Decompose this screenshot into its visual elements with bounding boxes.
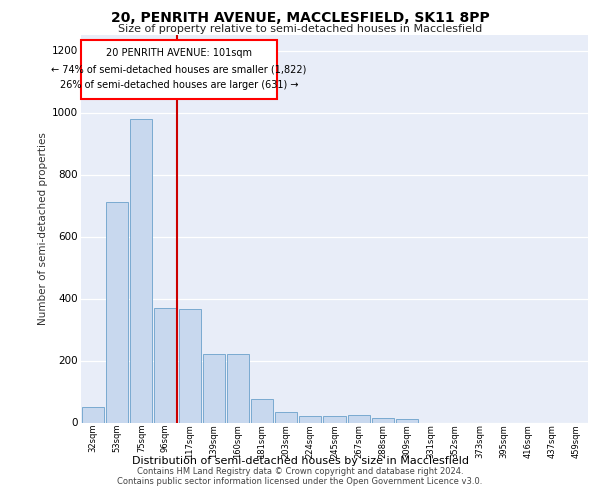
Text: Distribution of semi-detached houses by size in Macclesfield: Distribution of semi-detached houses by … [131,456,469,466]
Text: 20, PENRITH AVENUE, MACCLESFIELD, SK11 8PP: 20, PENRITH AVENUE, MACCLESFIELD, SK11 8… [110,11,490,25]
Bar [203,354,225,422]
Bar [396,420,418,422]
Text: 20 PENRITH AVENUE: 101sqm
← 74% of semi-detached houses are smaller (1,822)
26% : 20 PENRITH AVENUE: 101sqm ← 74% of semi-… [52,48,307,90]
Bar [154,308,176,422]
Bar [323,416,346,422]
Text: Size of property relative to semi-detached houses in Macclesfield: Size of property relative to semi-detach… [118,24,482,34]
Text: Contains HM Land Registry data © Crown copyright and database right 2024.: Contains HM Land Registry data © Crown c… [137,467,463,476]
Bar [82,407,104,422]
Bar [299,416,322,422]
Bar [130,118,152,422]
Bar [251,399,273,422]
Bar [179,310,201,422]
Text: Contains public sector information licensed under the Open Government Licence v3: Contains public sector information licen… [118,477,482,486]
Y-axis label: Number of semi-detached properties: Number of semi-detached properties [38,132,48,325]
FancyBboxPatch shape [82,40,277,98]
Bar [371,418,394,422]
Bar [347,415,370,422]
Bar [275,412,298,422]
Bar [106,202,128,422]
Bar [227,354,249,422]
